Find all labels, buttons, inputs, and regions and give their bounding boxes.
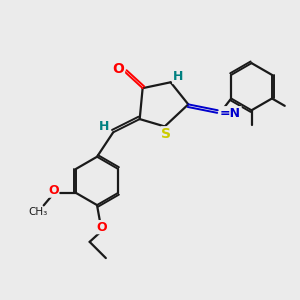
Text: =N: =N bbox=[220, 107, 241, 120]
Text: O: O bbox=[96, 220, 107, 234]
Text: S: S bbox=[161, 127, 171, 141]
Text: O: O bbox=[48, 184, 59, 197]
Text: O: O bbox=[112, 62, 124, 76]
Text: H: H bbox=[99, 120, 110, 133]
Text: CH₃: CH₃ bbox=[29, 207, 48, 217]
Text: H: H bbox=[173, 70, 183, 83]
